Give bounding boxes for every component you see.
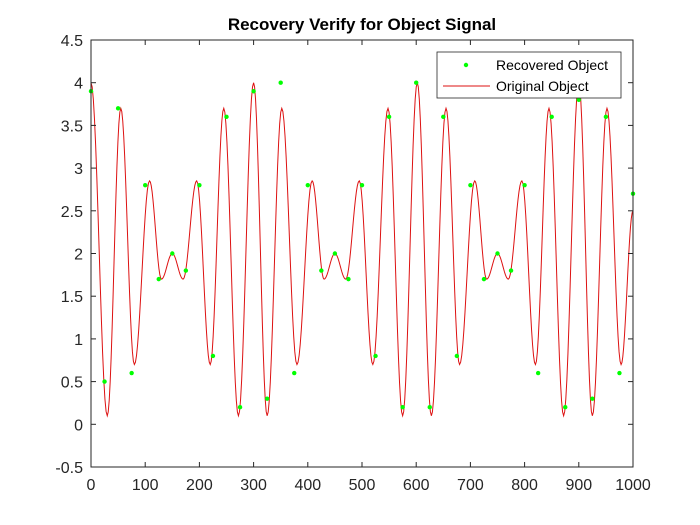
y-tick-label: 0.5 (61, 375, 83, 392)
plot-area: 0 100 200 300 400 500 600 700 800 900 1000 -0.500.… (55, 33, 650, 494)
recovered-object-point (535, 370, 541, 376)
recovered-object-point (156, 276, 161, 282)
x-tick-label: 800 (511, 477, 538, 494)
recovered-object-point (603, 114, 609, 120)
recovered-object-point (278, 80, 283, 85)
y-tick-label: -0.5 (55, 460, 83, 477)
legend-label-recovered: Recovered Object (496, 57, 608, 73)
legend-label-original: Original Object (496, 78, 589, 94)
chart-title: Recovery Verify for Object Signal (228, 15, 496, 34)
recovered-object-point (441, 114, 446, 120)
y-tick-label: 2 (74, 247, 83, 264)
legend-box (436, 51, 622, 99)
recovered-object-point (346, 276, 351, 282)
recovered-object-point (224, 114, 229, 120)
recovered-series-layer (88, 80, 636, 410)
y-tick-label: 3.5 (61, 118, 83, 135)
y-tick-label: 3 (74, 161, 83, 178)
y-tick-label: 4 (74, 76, 83, 93)
recovered-object-point (414, 80, 419, 85)
y-axis-ticks: -0.5 0 0.5 1 1.5 2 2.5 3 3.5 4 4.5 (55, 33, 633, 477)
y-tick-label: 1 (74, 332, 83, 349)
x-tick-label: 0 (87, 477, 96, 494)
recovered-object-point (359, 182, 365, 188)
recovered-object-point (197, 182, 202, 188)
recovered-object-point (427, 405, 432, 410)
recovered-object-point (143, 182, 148, 188)
x-axis-ticks: 0 100 200 300 400 500 600 700 800 900 1000 (87, 40, 651, 494)
x-tick-label: 600 (403, 477, 430, 494)
y-tick-label: 2.5 (61, 204, 83, 221)
x-tick-label: 700 (457, 477, 484, 494)
recovered-object-point (590, 396, 595, 401)
x-tick-label: 1000 (615, 477, 651, 494)
recovered-object-point (264, 396, 270, 401)
x-tick-label: 900 (565, 477, 592, 494)
original-series-layer (90, 82, 634, 418)
recovered-object-point (495, 251, 500, 256)
recovered-object-point (170, 251, 175, 256)
x-tick-label: 100 (132, 477, 159, 494)
y-tick-label: 1.5 (61, 289, 83, 306)
recovered-object-point (386, 114, 392, 120)
y-tick-label: 0 (74, 417, 83, 434)
recovered-object-point (508, 268, 514, 273)
recovered-object-point (292, 370, 297, 376)
recovered-object-point (210, 353, 216, 359)
recovered-object-point (183, 268, 189, 273)
recovered-object-point (319, 268, 324, 273)
recovered-object-point (373, 353, 378, 359)
recovered-object-point (305, 182, 310, 188)
recovered-object-point (576, 97, 581, 102)
recovered-object-point (102, 379, 107, 384)
recovered-object-point (522, 182, 527, 188)
recovered-object-point (617, 370, 622, 376)
recovered-object-point (563, 405, 568, 410)
recovered-object-point (129, 370, 134, 376)
legend: Recovered Object Original Object (436, 51, 622, 99)
x-tick-label: 400 (294, 477, 321, 494)
legend-marker-recovered (463, 62, 469, 68)
recovered-object-point (481, 276, 487, 282)
x-tick-label: 200 (186, 477, 213, 494)
plot-background (91, 40, 633, 467)
recovered-object-point (115, 106, 121, 111)
original-object-line (90, 82, 634, 418)
x-tick-label: 500 (349, 477, 376, 494)
recovered-object-point (549, 114, 554, 120)
recovered-object-point (400, 405, 405, 410)
y-tick-label: 4.5 (61, 33, 83, 50)
recovered-object-point (237, 405, 243, 410)
recovered-object-point (251, 89, 256, 94)
recovered-object-point (332, 251, 338, 256)
x-tick-label: 300 (240, 477, 267, 494)
recovered-object-point (468, 182, 473, 188)
recovered-object-point (454, 353, 460, 359)
